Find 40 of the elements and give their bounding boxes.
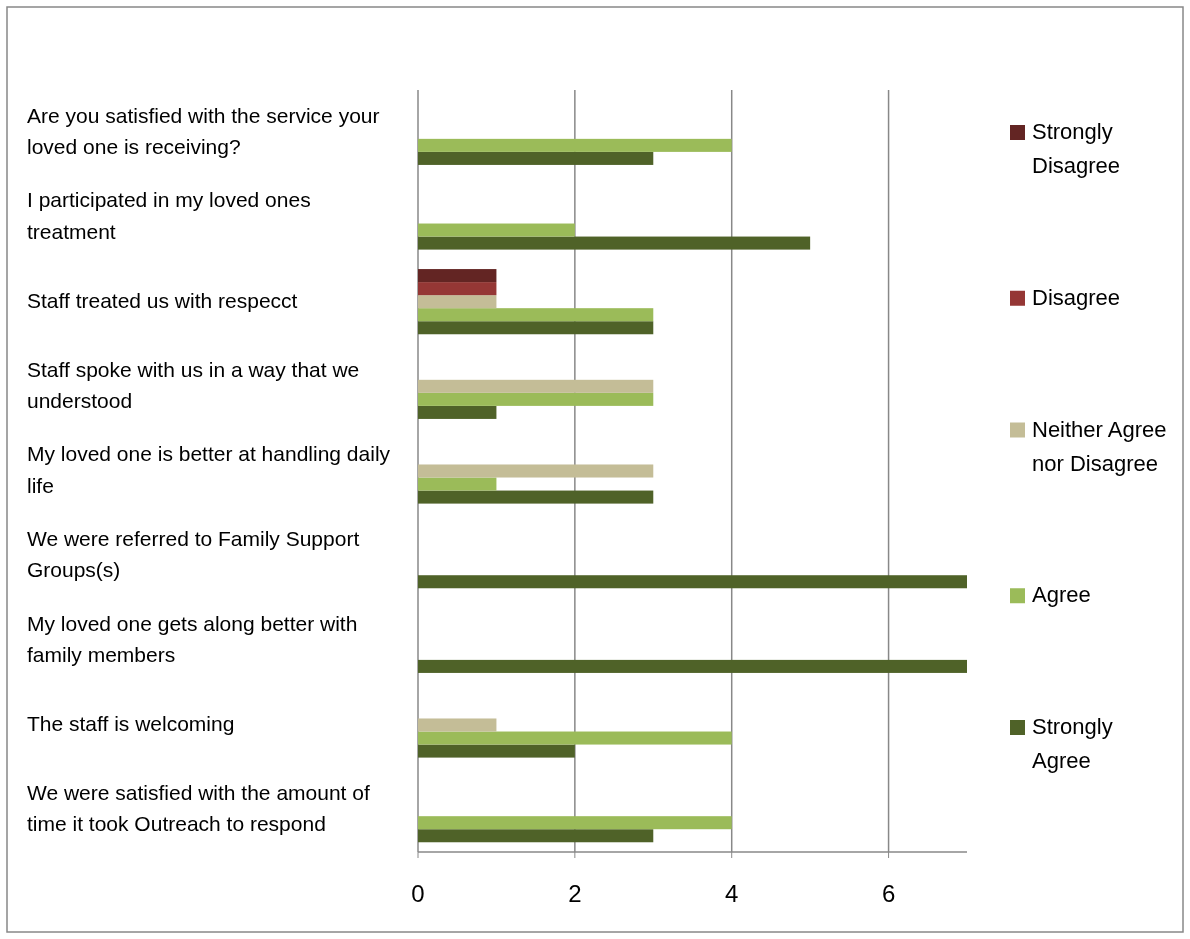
bar: [418, 236, 811, 250]
bar: [418, 295, 497, 309]
bar: [418, 405, 497, 419]
y-tick-label: Staff spoke with us in a way that we understood: [27, 357, 360, 412]
y-tick-label: My loved one gets along better with family members: [27, 611, 358, 666]
legend-label: Strongly Disagree: [1032, 118, 1121, 178]
bar: [418, 321, 654, 335]
legend-label: Disagree: [1032, 284, 1121, 310]
bar: [418, 490, 654, 504]
y-tick-label: My loved one is better at handling daily life: [27, 441, 391, 497]
bar: [418, 151, 654, 165]
bar: [418, 744, 575, 758]
bar: [418, 223, 575, 237]
bar: [418, 477, 497, 491]
legend-label: Strongly Agree: [1032, 713, 1113, 773]
x-tick-label: 2: [568, 880, 582, 907]
bar: [418, 731, 732, 745]
bar: [418, 379, 654, 393]
bar: [418, 718, 497, 732]
y-tick-label: The staff is welcoming: [27, 711, 235, 735]
legend-label: Agree: [1032, 582, 1091, 608]
y-tick-label: I participated in my loved ones treatment: [27, 187, 311, 243]
x-tick-label: 0: [411, 880, 425, 907]
bar: [418, 269, 497, 283]
bar: [418, 816, 732, 830]
x-tick-label: 4: [725, 880, 739, 907]
bar: [418, 659, 967, 673]
y-tick-label: Are you satisfied with the service your loved one is receiving?: [27, 103, 380, 158]
bar: [418, 282, 497, 296]
bar: [418, 575, 967, 589]
bar: [418, 829, 654, 843]
bar: [418, 464, 654, 478]
x-tick-label: 6: [881, 880, 896, 907]
bar: [418, 308, 654, 322]
bar: [418, 138, 732, 152]
y-tick-label: We were satisfied with the amount of time it took Outreach to respond: [27, 780, 370, 835]
bar: [418, 392, 654, 406]
y-tick-label: Staff treated us with respecct: [27, 288, 298, 312]
y-tick-label: We were referred to Family Support Groups(s): [27, 526, 360, 581]
legend-label: Neither Agree nor Disagree: [1032, 416, 1167, 476]
